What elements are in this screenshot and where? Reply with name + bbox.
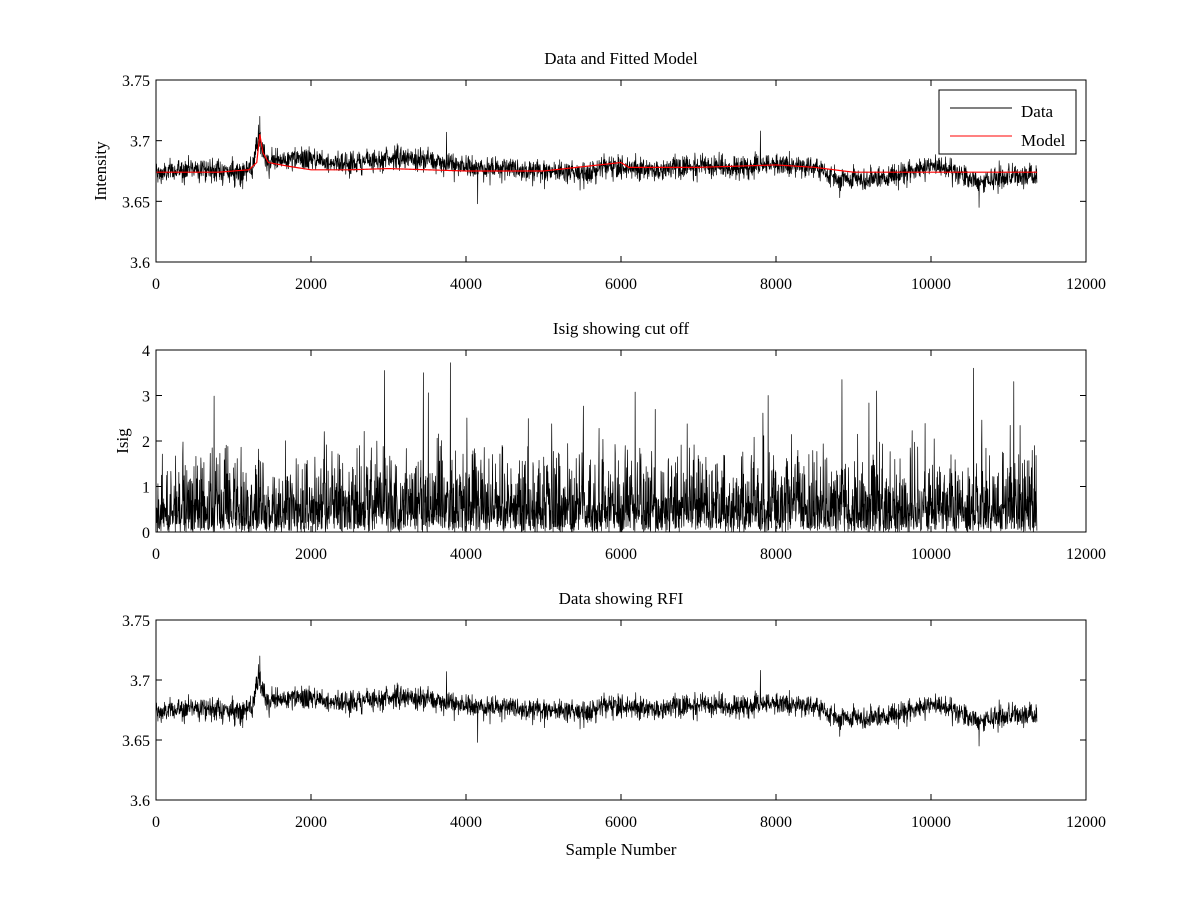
y-tick-label: 3.75 bbox=[122, 613, 150, 630]
y-axis-label: Intensity bbox=[91, 141, 110, 201]
y-tick-label: 3.7 bbox=[130, 134, 150, 151]
y-tick-label: 0 bbox=[142, 525, 150, 542]
series-line-data bbox=[155, 116, 1038, 208]
y-tick-label: 3.7 bbox=[130, 673, 150, 690]
x-tick-label: 12000 bbox=[1066, 276, 1106, 293]
x-tick-label: 10000 bbox=[911, 276, 951, 293]
x-tick-label: 4000 bbox=[450, 546, 482, 563]
x-tick-label: 8000 bbox=[760, 546, 792, 563]
legend-box bbox=[938, 89, 1077, 155]
y-tick-label: 2 bbox=[142, 434, 150, 451]
x-tick-label: 0 bbox=[152, 276, 160, 293]
x-tick-label: 10000 bbox=[911, 546, 951, 563]
y-axis-label: Isig bbox=[113, 428, 132, 454]
x-tick-label: 4000 bbox=[450, 814, 482, 831]
x-tick-label: 6000 bbox=[605, 276, 637, 293]
x-tick-label: 12000 bbox=[1066, 546, 1106, 563]
x-tick-label: 2000 bbox=[295, 276, 327, 293]
y-tick-label: 3 bbox=[142, 389, 150, 406]
y-tick-label: 3.65 bbox=[122, 733, 150, 750]
x-tick-label: 2000 bbox=[295, 546, 327, 563]
series-line-model bbox=[156, 134, 1038, 173]
x-tick-label: 2000 bbox=[295, 814, 327, 831]
series-line-trace bbox=[155, 362, 1038, 533]
x-tick-label: 0 bbox=[152, 546, 160, 563]
y-tick-label: 3.6 bbox=[130, 255, 150, 272]
x-tick-label: 6000 bbox=[605, 814, 637, 831]
subplot-title: Data showing RFI bbox=[559, 589, 684, 608]
legend-label-data: Data bbox=[1021, 102, 1054, 121]
x-tick-label: 6000 bbox=[605, 546, 637, 563]
y-tick-label: 3.6 bbox=[130, 793, 150, 810]
x-tick-label: 8000 bbox=[760, 814, 792, 831]
x-axis-label: Sample Number bbox=[566, 840, 677, 859]
x-tick-label: 12000 bbox=[1066, 814, 1106, 831]
x-tick-label: 8000 bbox=[760, 276, 792, 293]
subplot-data-showing-rfi: Data showing RFI 0 2000 4000 6000 8000 10000 1… bbox=[122, 589, 1106, 859]
subplot-isig-showing-cut-off: Isig showing cut off Isig 0 2000 4000 6000 8… bbox=[113, 319, 1106, 563]
subplot-title: Data and Fitted Model bbox=[544, 49, 698, 68]
legend-label-model: Model bbox=[1021, 131, 1066, 150]
x-tick-label: 0 bbox=[152, 814, 160, 831]
series-line-trace bbox=[155, 655, 1038, 747]
subplot-title: Isig showing cut off bbox=[553, 319, 689, 338]
x-tick-label: 4000 bbox=[450, 276, 482, 293]
x-tick-label: 10000 bbox=[911, 814, 951, 831]
subplot-data-and-fitted-model: Data and Fitted Model Intensity 0 2000 400… bbox=[91, 49, 1106, 293]
y-tick-label: 3.65 bbox=[122, 194, 150, 211]
y-tick-label: 3.75 bbox=[122, 73, 150, 90]
legend: Data Model bbox=[938, 89, 1077, 155]
y-tick-label: 4 bbox=[142, 343, 150, 360]
y-tick-label: 1 bbox=[142, 480, 150, 497]
